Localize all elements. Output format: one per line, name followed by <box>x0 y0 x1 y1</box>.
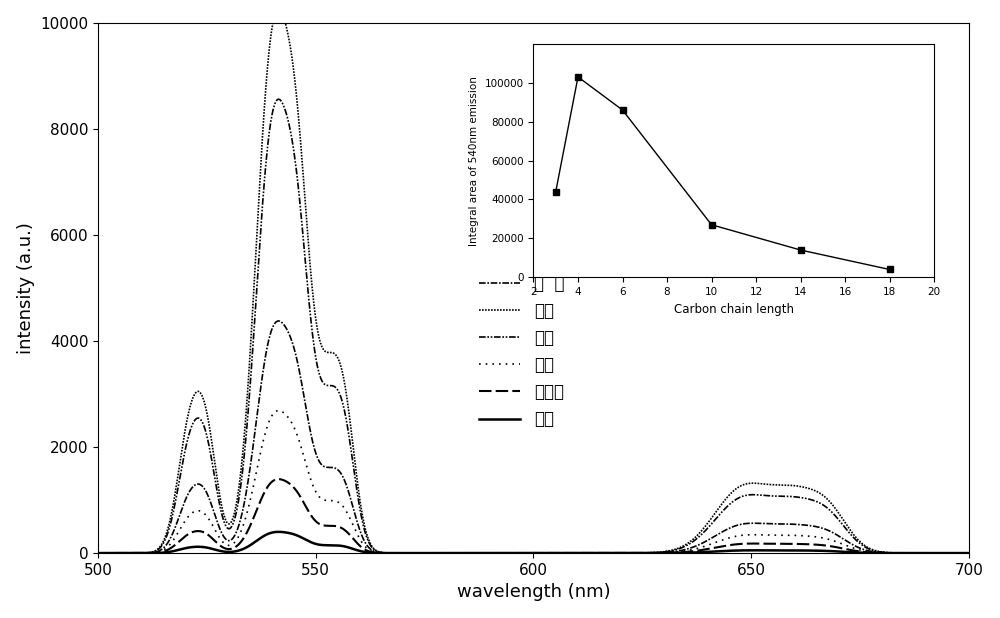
丙  酸 <box>243 471 255 478</box>
丁酸 <box>426 549 438 557</box>
己酸 <box>273 96 285 103</box>
己酸 <box>853 539 865 546</box>
癸酸 <box>963 549 975 557</box>
丁酸 <box>191 388 203 396</box>
丙  酸 <box>464 549 476 557</box>
X-axis label: wavelength (nm): wavelength (nm) <box>457 583 610 601</box>
丙  酸 <box>191 480 203 488</box>
Line: 油酸: 油酸 <box>98 532 969 553</box>
丙  酸 <box>273 317 285 324</box>
油酸 <box>426 549 438 557</box>
油酸 <box>273 528 285 536</box>
十四酸 <box>946 549 958 557</box>
油酸 <box>464 549 476 557</box>
癸酸 <box>92 549 104 557</box>
丙  酸 <box>92 549 104 557</box>
癸酸 <box>273 407 285 414</box>
Line: 十四酸: 十四酸 <box>98 479 969 553</box>
癸酸 <box>191 507 203 514</box>
癸酸 <box>426 549 438 557</box>
己酸 <box>426 549 438 557</box>
己酸 <box>946 549 958 557</box>
癸酸 <box>464 549 476 557</box>
十四酸 <box>243 525 255 532</box>
己酸 <box>464 549 476 557</box>
油酸 <box>946 549 958 557</box>
十四酸 <box>273 475 285 483</box>
丙  酸 <box>461 549 473 557</box>
十四酸 <box>464 549 476 557</box>
丁酸 <box>853 536 865 544</box>
十四酸 <box>191 527 203 535</box>
己酸 <box>243 396 255 404</box>
Legend: 丙  酸, 丁酸, 己酸, 癸酸, 十四酸, 油酸: 丙 酸, 丁酸, 己酸, 癸酸, 十四酸, 油酸 <box>472 268 571 435</box>
丙  酸 <box>946 549 958 557</box>
丙  酸 <box>853 544 865 551</box>
油酸 <box>853 549 865 556</box>
丁酸 <box>963 549 975 557</box>
丁酸 <box>461 549 473 557</box>
己酸 <box>963 549 975 557</box>
丁酸 <box>243 366 255 373</box>
己酸 <box>191 415 203 422</box>
Line: 癸酸: 癸酸 <box>98 410 969 553</box>
Line: 丁酸: 丁酸 <box>98 9 969 553</box>
油酸 <box>963 549 975 557</box>
己酸 <box>461 549 473 557</box>
丁酸 <box>946 549 958 557</box>
十四酸 <box>461 549 473 557</box>
十四酸 <box>963 549 975 557</box>
Line: 己酸: 己酸 <box>98 99 969 553</box>
丁酸 <box>273 6 285 13</box>
十四酸 <box>426 549 438 557</box>
丙  酸 <box>963 549 975 557</box>
癸酸 <box>243 501 255 509</box>
癸酸 <box>853 546 865 553</box>
油酸 <box>191 543 203 551</box>
己酸 <box>92 549 104 557</box>
Y-axis label: intensity (a.u.): intensity (a.u.) <box>17 222 35 353</box>
癸酸 <box>946 549 958 557</box>
油酸 <box>243 542 255 549</box>
丙  酸 <box>426 549 438 557</box>
油酸 <box>92 549 104 557</box>
Line: 丙  酸: 丙 酸 <box>98 321 969 553</box>
油酸 <box>461 549 473 557</box>
癸酸 <box>461 549 473 557</box>
十四酸 <box>92 549 104 557</box>
丁酸 <box>464 549 476 557</box>
丁酸 <box>92 549 104 557</box>
十四酸 <box>853 548 865 555</box>
